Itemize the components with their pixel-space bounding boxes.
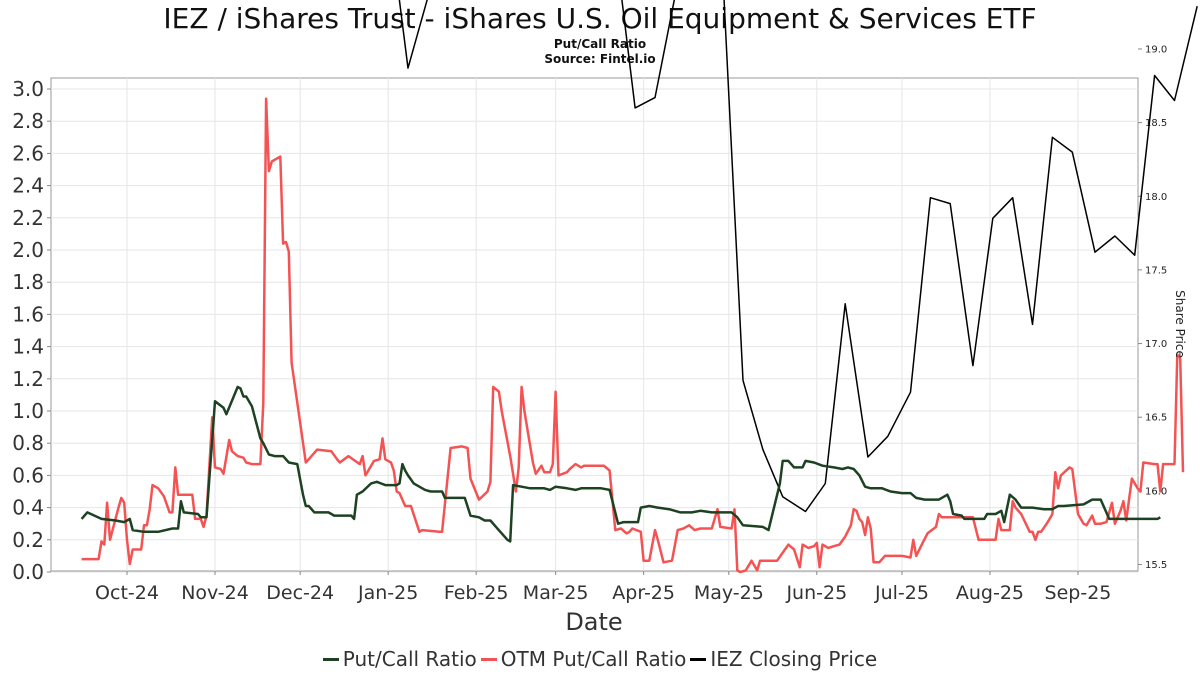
y2-tick-label: 16.0 [1145,486,1167,497]
chart-subtitle: Put/Call Ratio [553,37,647,51]
y2-tick-label: 16.5 [1145,413,1167,424]
legend-label: Put/Call Ratio [342,647,477,671]
x-tick-label: Sep-25 [1045,582,1112,604]
chart-title: IEZ / iShares Trust - iShares U.S. Oil E… [163,2,1037,35]
x-tick-label: Feb-25 [444,582,509,604]
closing-price-line [398,0,1198,513]
right-axis-label: Share Price [1173,290,1187,358]
plot-area [50,77,1139,572]
x-tick-label: Jun-25 [785,582,847,604]
y2-tick-label: 18.5 [1145,118,1167,129]
x-tick-label: Nov-24 [181,582,249,604]
legend-label: IEZ Closing Price [710,647,878,671]
y-tick-label: 1.8 [12,270,44,294]
left-y-axis: 0.0 0.2 0.4 0.6 0.8 1.0 1.2 1.4 1.6 1.8 2.0 2.2 2.4 2… [12,77,51,584]
legend-label: OTM Put/Call Ratio [500,647,687,671]
x-tick-label: Aug-25 [956,582,1024,604]
chart-source: Source: Fintel.io [544,52,656,66]
otm-put-call-ratio-line [81,97,1185,574]
right-y-axis: 15.516.016.517.017.518.018.519.019.520.0… [1138,44,1167,571]
y2-tick-label: 15.5 [1145,560,1167,571]
y-tick-label: 2.8 [12,109,44,133]
legend-item-put-call: Put/Call Ratio [322,647,477,671]
grid-lines [51,78,1138,573]
put-call-ratio-line [80,385,1161,543]
x-tick-label: Mar-25 [523,582,589,604]
legend-swatch [690,657,707,661]
y2-tick-label: 18.0 [1145,192,1167,203]
y-tick-label: 1.6 [12,302,44,326]
y-tick-label: 0.8 [12,431,44,455]
x-tick-label: Dec-24 [266,582,334,604]
x-tick-label: Apr-25 [612,582,675,604]
y-tick-label: 2.6 [12,141,44,165]
y-tick-label: 0.4 [12,496,44,520]
y-tick-label: 2.4 [12,174,44,198]
x-tick-label: May-25 [694,582,764,604]
x-tick-label: Jan-25 [357,582,418,604]
legend: Put/Call Ratio OTM Put/Call Ratio IEZ Cl… [0,647,1200,671]
y-tick-label: 0.0 [12,560,44,584]
y-tick-label: 3.0 [12,77,44,101]
y-tick-label: 2.2 [12,206,44,230]
y-tick-label: 0.6 [12,463,44,487]
y-tick-label: 1.4 [12,335,44,359]
legend-item-closing-price: IEZ Closing Price [690,647,877,671]
x-tick-label: Jul-25 [874,582,929,604]
y2-tick-label: 17.0 [1145,339,1167,350]
series-lines [80,0,1198,574]
y-tick-label: 2.0 [12,238,44,262]
x-tick-label: Oct-24 [95,582,159,604]
x-axis: Oct-24 Nov-24 Dec-24 Jan-25 Feb-25 Mar-25 Apr-… [95,571,1111,604]
y-tick-label: 0.2 [12,528,44,552]
y-tick-label: 1.0 [12,399,44,423]
y2-tick-label: 17.5 [1145,265,1167,276]
y2-tick-label: 19.0 [1145,44,1167,55]
legend-item-otm-put-call: OTM Put/Call Ratio [480,647,687,671]
legend-swatch [480,657,497,661]
x-axis-label: Date [565,608,622,636]
legend-swatch [322,657,339,661]
y-tick-label: 1.2 [12,367,44,391]
chart-svg: 0.0 0.2 0.4 0.6 0.8 1.0 1.2 1.4 1.6 1.8 2.0 2.2 2.4 2… [12,0,1198,636]
